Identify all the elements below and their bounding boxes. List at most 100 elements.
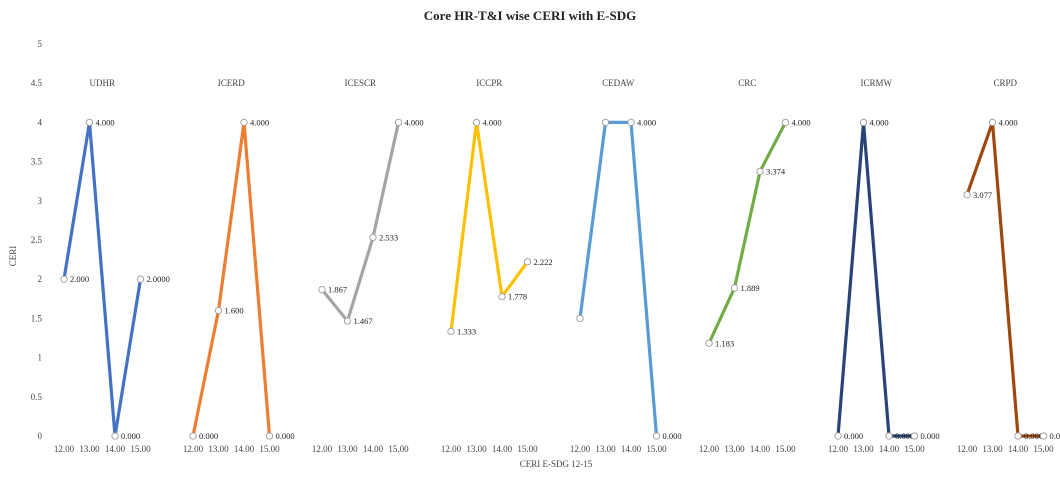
- x-tick-label: 15.00: [517, 444, 538, 454]
- x-tick-label: 12.00: [441, 444, 462, 454]
- data-point: [628, 119, 634, 125]
- series-name: CRPD: [993, 78, 1017, 88]
- data-label: 1.600: [225, 306, 244, 316]
- data-point: [241, 119, 247, 125]
- data-point: [215, 307, 221, 313]
- data-label: 2.000: [70, 274, 89, 284]
- y-tick-label: 3.5: [31, 157, 43, 167]
- x-tick-label: 12.00: [183, 444, 204, 454]
- data-point: [370, 234, 376, 240]
- data-label: 4.000: [483, 117, 502, 127]
- x-tick-label: 12.00: [828, 444, 849, 454]
- y-tick-label: 1.5: [31, 313, 43, 323]
- x-tick-label: 12.00: [570, 444, 591, 454]
- x-tick-label: 13.00: [79, 444, 100, 454]
- x-tick-label: 12.00: [54, 444, 75, 454]
- x-tick-label: 12.00: [957, 444, 978, 454]
- y-tick-label: 4.5: [31, 78, 43, 88]
- data-label: 1.867: [328, 285, 347, 295]
- data-label: 1.183: [715, 338, 734, 348]
- data-point: [344, 318, 350, 324]
- data-label: 0.000: [199, 431, 218, 441]
- data-point: [112, 433, 118, 439]
- data-point: [319, 286, 325, 292]
- x-tick-label: 14.00: [492, 444, 513, 454]
- series-name: ICRMW: [861, 78, 893, 88]
- x-tick-label: 14.00: [750, 444, 771, 454]
- x-tick-label: 14.00: [363, 444, 384, 454]
- y-tick-label: 0.5: [31, 392, 43, 402]
- data-point: [782, 119, 788, 125]
- data-point: [473, 119, 479, 125]
- data-point: [911, 433, 917, 439]
- data-label: 4.000: [405, 117, 424, 127]
- chart-panels: UDHR 12.00 13.00 14.00 15.00 2.000 4.000 0.000 2…: [54, 78, 1060, 454]
- y-tick-label: 4: [38, 117, 43, 127]
- y-axis-ticks: 00.511.522.533.544.55: [31, 39, 43, 441]
- x-tick-label: 13.00: [337, 444, 358, 454]
- data-label: 0.000: [1050, 431, 1060, 441]
- data-point: [1040, 433, 1046, 439]
- data-label: 4.000: [637, 117, 656, 127]
- x-tick-label: 15.00: [646, 444, 667, 454]
- x-tick-label: 15.00: [130, 444, 151, 454]
- data-label: 0.000: [663, 431, 682, 441]
- x-tick-label: 15.00: [388, 444, 409, 454]
- x-axis-label: CERI E-SDG 12-15: [520, 459, 593, 469]
- data-point: [266, 433, 272, 439]
- data-point: [602, 119, 608, 125]
- data-label: 1.333: [457, 326, 476, 336]
- data-label: 2.222: [534, 257, 553, 267]
- x-tick-label: 14.00: [621, 444, 642, 454]
- data-point: [886, 433, 892, 439]
- data-label: 0.000: [921, 431, 940, 441]
- chart-title: Core HR-T&I wise CERI with E-SDG: [424, 8, 636, 23]
- x-tick-label: 13.00: [853, 444, 874, 454]
- panel-icrmw: ICRMW 12.00 13.00 14.00 15.00 0.000 4.000 0.000…: [828, 78, 940, 454]
- data-point: [706, 340, 712, 346]
- series-name: ICESCR: [344, 78, 376, 88]
- data-point: [577, 315, 583, 321]
- data-point: [190, 433, 196, 439]
- series-name: ICERD: [218, 78, 246, 88]
- data-point: [395, 119, 401, 125]
- data-point: [86, 119, 92, 125]
- y-tick-label: 0: [38, 431, 43, 441]
- data-point: [137, 276, 143, 282]
- x-tick-label: 15.00: [1033, 444, 1054, 454]
- data-point: [731, 285, 737, 291]
- data-label: 3.374: [766, 166, 786, 176]
- data-point: [964, 192, 970, 198]
- data-label: 1.467: [354, 316, 373, 326]
- y-axis-label: CERI: [8, 246, 18, 267]
- x-tick-label: 14.00: [1008, 444, 1029, 454]
- data-label: 0.000: [844, 431, 863, 441]
- x-tick-label: 13.00: [208, 444, 229, 454]
- data-label: 4.000: [792, 117, 811, 127]
- data-label: 2.0000: [147, 274, 170, 284]
- x-tick-label: 13.00: [595, 444, 616, 454]
- data-point: [524, 259, 530, 265]
- series-line: [709, 122, 786, 343]
- x-tick-label: 14.00: [105, 444, 126, 454]
- x-tick-label: 12.00: [699, 444, 720, 454]
- y-tick-label: 2.5: [31, 235, 43, 245]
- data-point: [1015, 433, 1021, 439]
- x-tick-label: 15.00: [775, 444, 796, 454]
- x-tick-label: 14.00: [879, 444, 900, 454]
- x-tick-label: 15.00: [259, 444, 280, 454]
- data-point: [448, 328, 454, 334]
- data-label: 4.000: [870, 117, 889, 127]
- data-point: [835, 433, 841, 439]
- x-tick-label: 15.00: [904, 444, 925, 454]
- y-tick-label: 2: [38, 274, 43, 284]
- series-line: [193, 122, 270, 436]
- series-name: UDHR: [89, 78, 115, 88]
- y-tick-label: 3: [38, 196, 43, 206]
